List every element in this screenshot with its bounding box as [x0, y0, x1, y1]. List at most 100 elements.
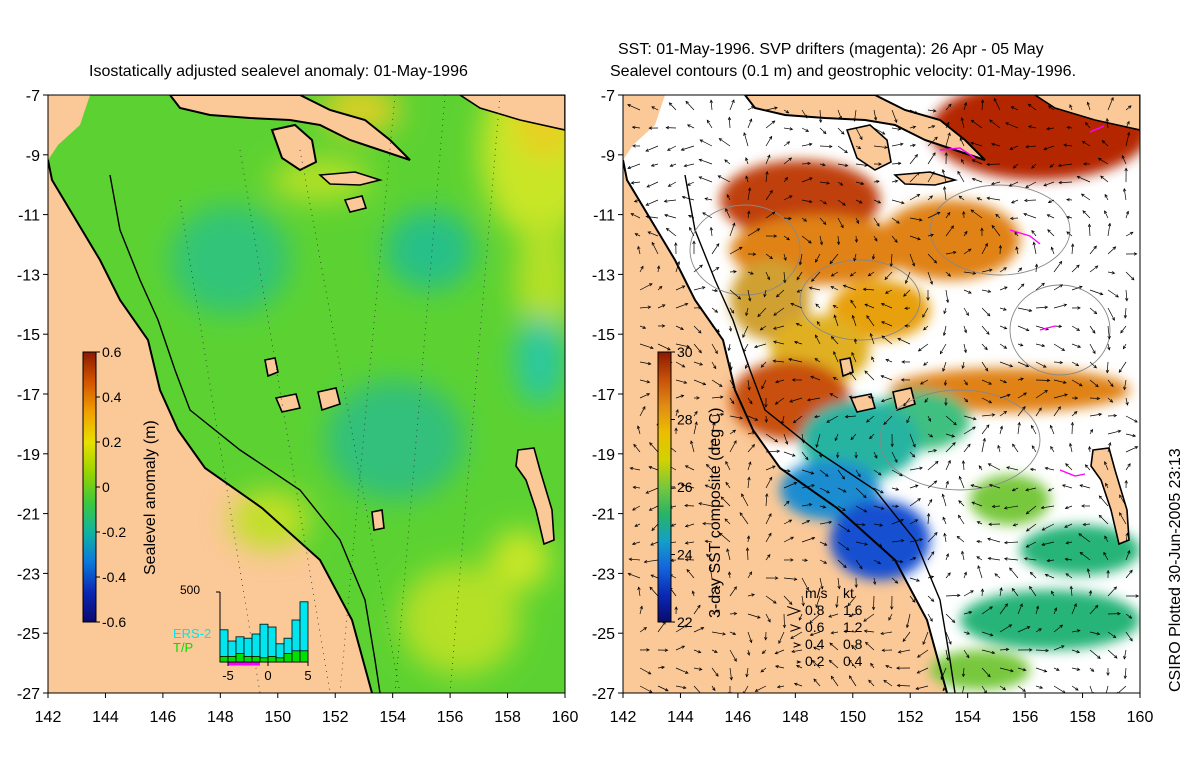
velocity-arrowhead	[1081, 141, 1086, 145]
velocity-arrow	[1035, 390, 1048, 399]
velocity-arrow	[885, 359, 893, 363]
velocity-arrow	[873, 199, 881, 204]
velocity-arrow	[1035, 685, 1043, 689]
velocity-arrowhead	[1003, 326, 1008, 330]
velocity-arrowhead	[667, 183, 672, 187]
velocity-arrow	[819, 109, 822, 123]
velocity-arrowhead	[1106, 569, 1110, 574]
velocity-arrowhead	[681, 364, 686, 368]
velocity-arrowhead	[627, 165, 631, 170]
velocity-arrowhead	[795, 322, 800, 326]
velocity-arrow	[649, 505, 659, 511]
velocity-arrow	[801, 127, 809, 132]
velocity-arrow	[819, 217, 827, 225]
velocity-legend-row: 0.8 1.6	[805, 602, 863, 618]
velocity-arrow	[891, 519, 904, 525]
velocity-arrow	[650, 541, 659, 546]
velocity-arrow	[883, 415, 893, 425]
velocity-arrowhead	[957, 170, 961, 175]
velocity-arrowhead	[1129, 231, 1134, 235]
velocity-arrowhead	[658, 285, 663, 290]
velocity-arrowhead	[926, 297, 930, 301]
velocity-arrowhead	[1098, 495, 1103, 499]
velocity-arrowhead	[988, 483, 993, 488]
velocity-arrow	[1085, 122, 1091, 129]
velocity-arrow	[629, 558, 641, 561]
histogram-bar	[219, 656, 229, 663]
velocity-legend-row: 0.2 0.4	[805, 653, 863, 669]
velocity-arrowhead	[856, 220, 860, 224]
velocity-arrow	[1123, 343, 1127, 349]
velocity-arrow	[796, 271, 803, 280]
velocity-arrow	[711, 631, 726, 635]
velocity-arrow	[945, 433, 955, 437]
velocity-arrowhead	[1025, 184, 1029, 188]
velocity-arrow	[850, 271, 857, 277]
velocity-arrowhead	[986, 312, 991, 317]
velocity-arrow	[1035, 343, 1045, 347]
velocity-arrow	[639, 325, 646, 329]
velocity-arrowhead	[1119, 494, 1123, 499]
velocity-arrowhead	[809, 177, 813, 181]
velocity-arrowhead	[764, 636, 768, 641]
velocity-arrow	[837, 541, 850, 551]
velocity-arrow	[711, 379, 723, 387]
velocity-arrowhead	[832, 377, 837, 381]
velocity-arrowhead	[826, 419, 830, 423]
velocity-arrowhead	[722, 632, 726, 636]
velocity-arrow	[689, 227, 695, 237]
velocity-arrow	[1017, 406, 1026, 417]
velocity-arrow	[922, 631, 929, 645]
velocity-arrowhead	[961, 695, 964, 698]
velocity-arrowhead	[863, 629, 868, 633]
velocity-arrowhead	[684, 465, 689, 469]
velocity-arrowhead	[1105, 482, 1109, 487]
velocity-arrowhead	[1056, 667, 1060, 671]
velocity-arrowhead	[829, 393, 834, 397]
velocity-arrow	[690, 440, 695, 453]
velocity-arrow	[1053, 361, 1063, 364]
velocity-arrow	[681, 484, 695, 489]
velocity-arrow	[945, 132, 951, 147]
velocity-arrow	[711, 413, 724, 417]
velocity-arrowhead	[1107, 346, 1111, 351]
lon-tick-label: 150	[839, 709, 866, 726]
velocity-arrowhead	[674, 242, 678, 246]
left-map	[48, 95, 565, 693]
velocity-arrow	[649, 442, 659, 453]
velocity-arrowhead	[763, 293, 767, 298]
velocity-arrowhead	[634, 233, 639, 237]
velocity-arrowhead	[739, 416, 744, 420]
velocity-arrow	[801, 217, 807, 222]
velocity-arrowhead	[1027, 103, 1032, 108]
velocity-arrow	[864, 303, 875, 309]
velocity-arrow	[1089, 685, 1093, 693]
velocity-arrow	[783, 109, 789, 114]
lon-tick-label: 146	[150, 709, 177, 726]
velocity-arrow	[729, 307, 734, 314]
velocity-arrow	[814, 358, 821, 363]
velocity-arrow	[963, 649, 970, 658]
velocity-arrowhead	[958, 514, 962, 519]
velocity-arrowhead	[912, 443, 916, 448]
velocity-arrow	[685, 101, 695, 111]
velocity-arrow	[987, 538, 1001, 543]
velocity-arrow	[891, 199, 905, 204]
velocity-arrowhead	[732, 385, 736, 390]
velocity-arrow	[881, 397, 893, 402]
velocity-arrowhead	[929, 434, 934, 438]
velocity-arrowhead	[686, 124, 691, 128]
velocity-arrow	[783, 451, 796, 457]
velocity-arrowhead	[706, 553, 710, 558]
velocity-arrow	[849, 613, 857, 617]
velocity-arrowhead	[956, 593, 961, 598]
velocity-arrowhead	[781, 421, 785, 425]
velocity-arrowhead	[829, 144, 833, 149]
velocity-arrowhead	[960, 117, 964, 121]
velocity-arrowhead	[647, 361, 652, 366]
velocity-arrow	[816, 433, 821, 448]
velocity-arrowhead	[1075, 687, 1079, 691]
velocity-arrow	[633, 444, 641, 453]
velocity-arrow	[995, 214, 1001, 219]
velocity-arrow	[1030, 572, 1037, 579]
